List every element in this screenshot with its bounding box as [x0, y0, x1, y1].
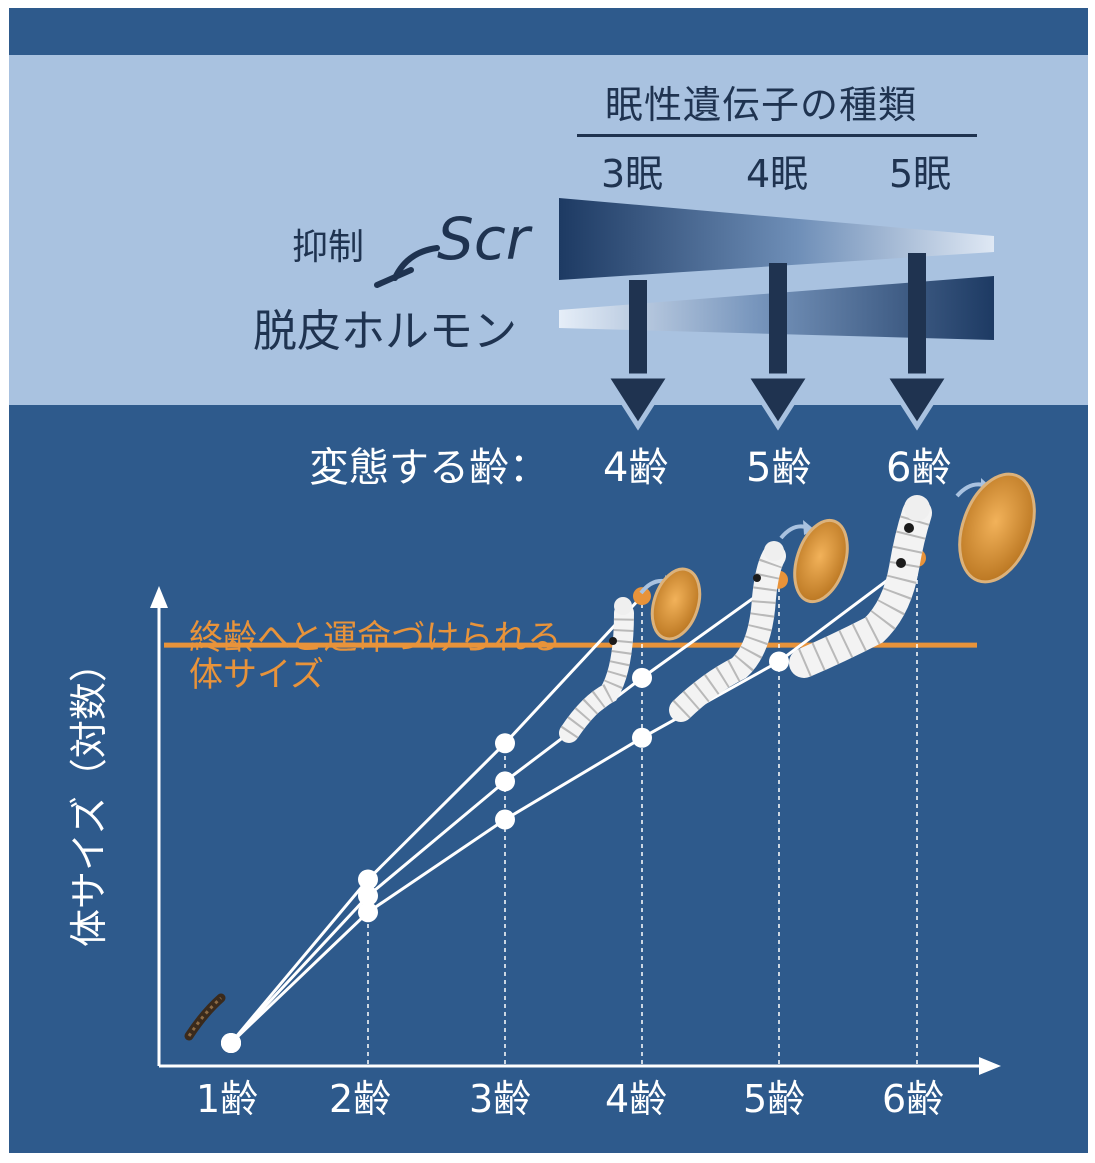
metamorphosis-stage: 5齢 — [746, 445, 812, 491]
legend-title: 眠性遺伝子の種類 — [605, 83, 918, 127]
x-axis — [159, 1057, 1001, 1075]
silkworm-icon — [669, 541, 786, 722]
hormone-label: 脱皮ホルモン — [253, 306, 517, 357]
threshold-label-line1: 終齢へと運命づけられる — [189, 618, 562, 658]
scr-gradient-wedge — [559, 198, 994, 280]
down-arrow-icon — [880, 253, 954, 431]
pupa-icon — [650, 567, 702, 641]
final-instar-point — [633, 587, 651, 606]
down-arrow-icon — [601, 280, 675, 431]
x-tick-label: 1齢 — [196, 1077, 259, 1121]
threshold-label: 終齢へと運命づけられる 体サイズ — [189, 620, 629, 694]
y-axis — [150, 586, 168, 1066]
y-axis-label: 体サイズ（対数） — [67, 644, 111, 947]
data-point — [221, 1033, 241, 1053]
pupa-icon — [793, 518, 849, 604]
genotype-label: 3眠 — [601, 152, 664, 196]
series-line — [229, 595, 644, 1044]
metamorphosis-stage: 6齢 — [886, 445, 952, 491]
genotype-label: 5眠 — [889, 152, 952, 196]
gene-label: Scr — [437, 205, 530, 273]
down-arrow-icon — [741, 263, 815, 431]
x-tick-label: 5齢 — [743, 1077, 806, 1121]
legend-divider — [577, 134, 977, 137]
genotype-label: 4眠 — [746, 152, 809, 196]
silkworm-icon — [789, 495, 932, 678]
inhibition-label: 抑制 — [292, 227, 365, 268]
data-point — [769, 651, 789, 672]
data-point — [495, 809, 515, 830]
x-tick-label: 6齢 — [882, 1077, 945, 1121]
larva-icon — [184, 993, 226, 1041]
threshold-label-line2: 体サイズ — [189, 655, 324, 695]
data-point — [495, 771, 515, 792]
x-tick-label: 4齢 — [605, 1077, 668, 1121]
series-line — [229, 556, 918, 1045]
metamorphosis-stage: 4齢 — [603, 445, 669, 491]
inhibition-bar — [374, 267, 414, 288]
data-point — [632, 667, 652, 688]
data-point — [358, 869, 378, 890]
data-point — [495, 733, 515, 754]
data-point — [358, 902, 378, 923]
x-tick-label: 3齢 — [469, 1077, 532, 1121]
data-point — [632, 727, 652, 748]
diagram-canvas — [150, 198, 1036, 1075]
figure-frame: 眠性遺伝子の種類 3眠 4眠 5眠 抑制 Scr 脱皮ホルモン 変態する齢： 4… — [9, 8, 1088, 1153]
data-point — [358, 885, 378, 906]
pupa-icon — [958, 472, 1036, 584]
silkworm-icon — [559, 597, 634, 743]
x-tick-label: 2齢 — [329, 1077, 392, 1121]
metamorphosis-label: 変態する齢： — [309, 445, 549, 491]
